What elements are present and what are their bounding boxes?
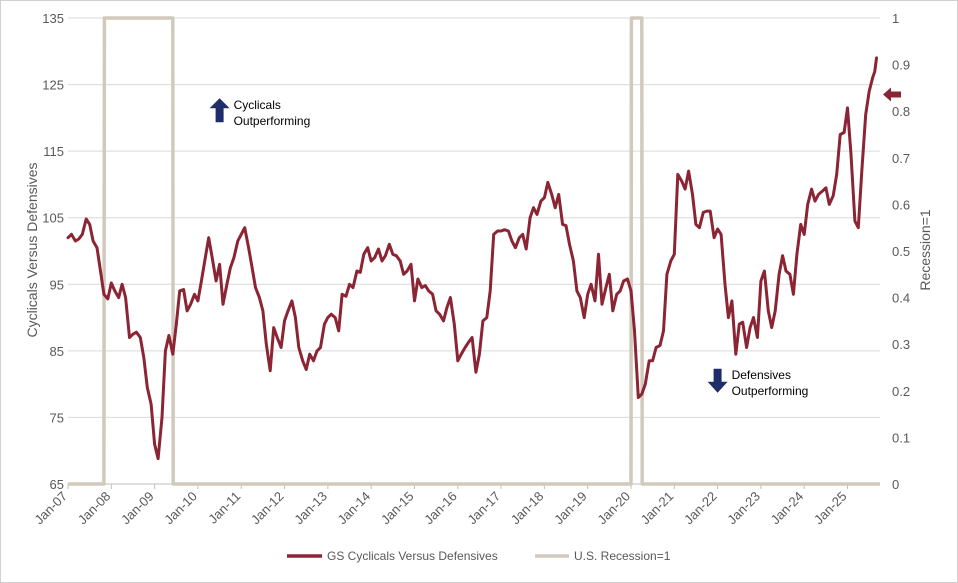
right-axis-ticks: 0 0.1 0.2 0.3 0.4 0.5 0.6 0.7 0.8 0.9 1: [892, 11, 910, 492]
annotation-text: Outperforming: [234, 114, 311, 128]
y2-tick-label: 0.7: [892, 151, 910, 166]
annotation-text: Defensives: [732, 368, 791, 382]
y2-tick-label: 0.3: [892, 337, 910, 352]
series-line-recession: [68, 16, 880, 486]
left-axis-ticks: 65 75 85 95 105 115 125 135: [42, 11, 64, 492]
legend-label-recession: U.S. Recession=1: [574, 549, 671, 563]
y-tick-label: 75: [50, 410, 64, 425]
y-tick-label: 115: [43, 144, 64, 159]
y2-tick-label: 0.8: [892, 104, 910, 119]
y2-tick-label: 1: [892, 11, 899, 26]
y2-tick-label: 0.9: [892, 58, 910, 73]
y-tick-label: 105: [42, 211, 64, 226]
legend: GS Cyclicals Versus Defensives U.S. Rece…: [287, 549, 671, 563]
annotation-layer: Cyclicals Outperforming Defensives Outperfo…: [209, 87, 901, 398]
y2-tick-label: 0.2: [892, 384, 910, 399]
legend-label-cyclicals: GS Cyclicals Versus Defensives: [327, 549, 498, 563]
y2-tick-label: 0.1: [892, 430, 910, 445]
gridlines: [68, 17, 880, 418]
series-layer: [66, 16, 880, 486]
y-tick-label: 95: [50, 277, 64, 292]
arrow-left-icon: [883, 87, 901, 102]
arrow-up-icon: [209, 98, 230, 123]
y2-tick-label: 0: [892, 477, 899, 492]
y2-tick-label: 0.6: [892, 197, 910, 212]
series-line-cyclicals: [66, 56, 878, 461]
annotation-text: Outperforming: [732, 384, 809, 398]
arrow-down-icon: [707, 368, 728, 393]
y2-axis-label: Recession=1: [917, 209, 933, 291]
y2-tick-label: 0.5: [892, 244, 910, 259]
y-tick-label: 65: [50, 477, 64, 492]
y-tick-label: 135: [42, 11, 64, 26]
y-tick-label: 85: [50, 344, 64, 359]
y-axis-label: Cyclicals Versus Defensives: [24, 162, 40, 337]
y2-tick-label: 0.4: [892, 291, 910, 306]
y-tick-label: 125: [42, 78, 64, 93]
annotation-text: Cyclicals: [234, 98, 281, 112]
